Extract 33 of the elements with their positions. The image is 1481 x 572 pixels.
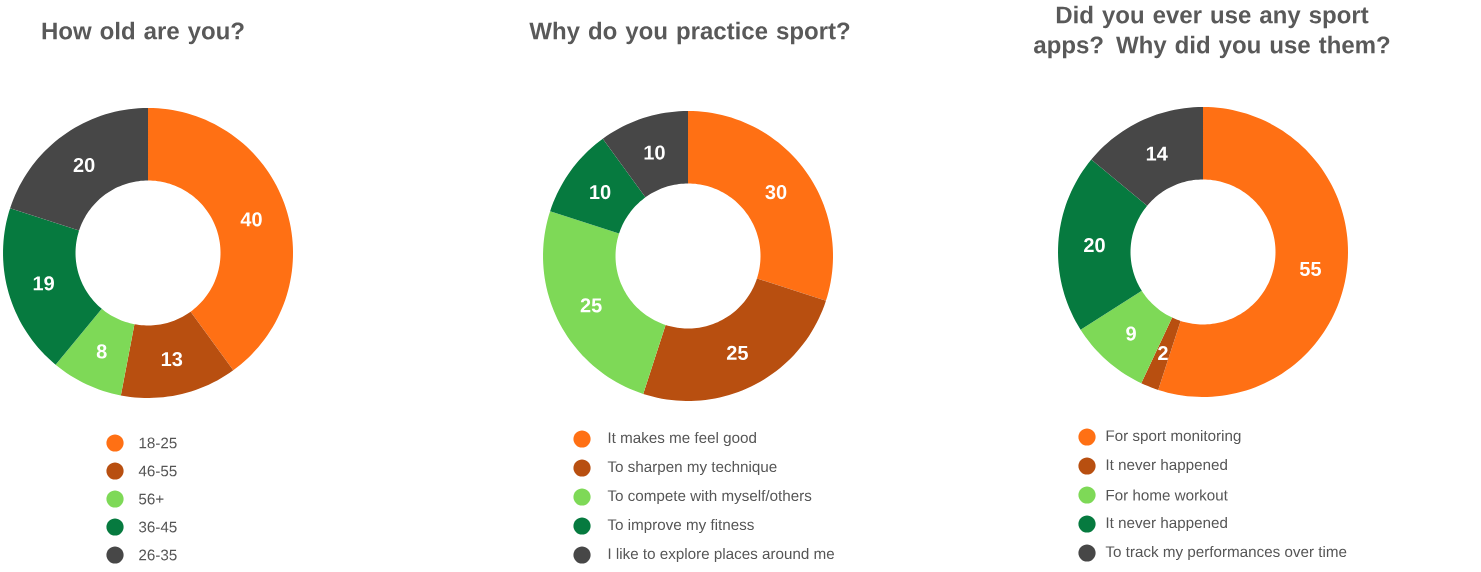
data-label: 9 bbox=[1126, 326, 1136, 341]
legend-label: It never happened bbox=[1106, 458, 1227, 474]
chart-title: Why do you practice sport? bbox=[529, 21, 850, 45]
legend-label: 56+ bbox=[139, 493, 164, 505]
data-label: 20 bbox=[1084, 238, 1105, 253]
legend-label: For sport monitoring bbox=[1106, 429, 1241, 445]
legend-label: 26-35 bbox=[139, 549, 177, 561]
data-label: 20 bbox=[73, 157, 95, 173]
legend-label: To sharpen my technique bbox=[607, 460, 777, 476]
data-label: 2 bbox=[1158, 346, 1168, 361]
data-label: 10 bbox=[590, 185, 611, 200]
data-label: 55 bbox=[1299, 262, 1321, 276]
legend-label: 46-55 bbox=[138, 465, 177, 477]
data-label: 8 bbox=[96, 344, 107, 359]
data-label: 10 bbox=[644, 145, 665, 160]
legend-label: 18-25 bbox=[139, 437, 177, 449]
data-label: 25 bbox=[726, 345, 748, 360]
data-label: 19 bbox=[33, 276, 54, 291]
legend-label: For home workout bbox=[1106, 489, 1228, 501]
data-label: 25 bbox=[580, 298, 602, 313]
legend-label: To track my performances over time bbox=[1105, 545, 1347, 561]
chart-title: Did you ever use any sport apps? Why did you use them? bbox=[1034, 5, 1390, 59]
data-label: 14 bbox=[1146, 146, 1168, 161]
legend-label: To compete with myself/others bbox=[607, 489, 812, 505]
legend-label: I like to explore places around me bbox=[608, 547, 834, 563]
data-label: 30 bbox=[765, 184, 787, 200]
data-label: 40 bbox=[240, 212, 262, 227]
legend-label: 36-45 bbox=[138, 521, 177, 533]
chart-title: How old are you? bbox=[42, 21, 244, 45]
legend-label: It makes me feel good bbox=[608, 431, 756, 447]
legend-label: It never happened bbox=[1106, 516, 1227, 532]
data-label: 13 bbox=[161, 352, 183, 367]
legend-label: To improve my fitness bbox=[607, 518, 754, 534]
